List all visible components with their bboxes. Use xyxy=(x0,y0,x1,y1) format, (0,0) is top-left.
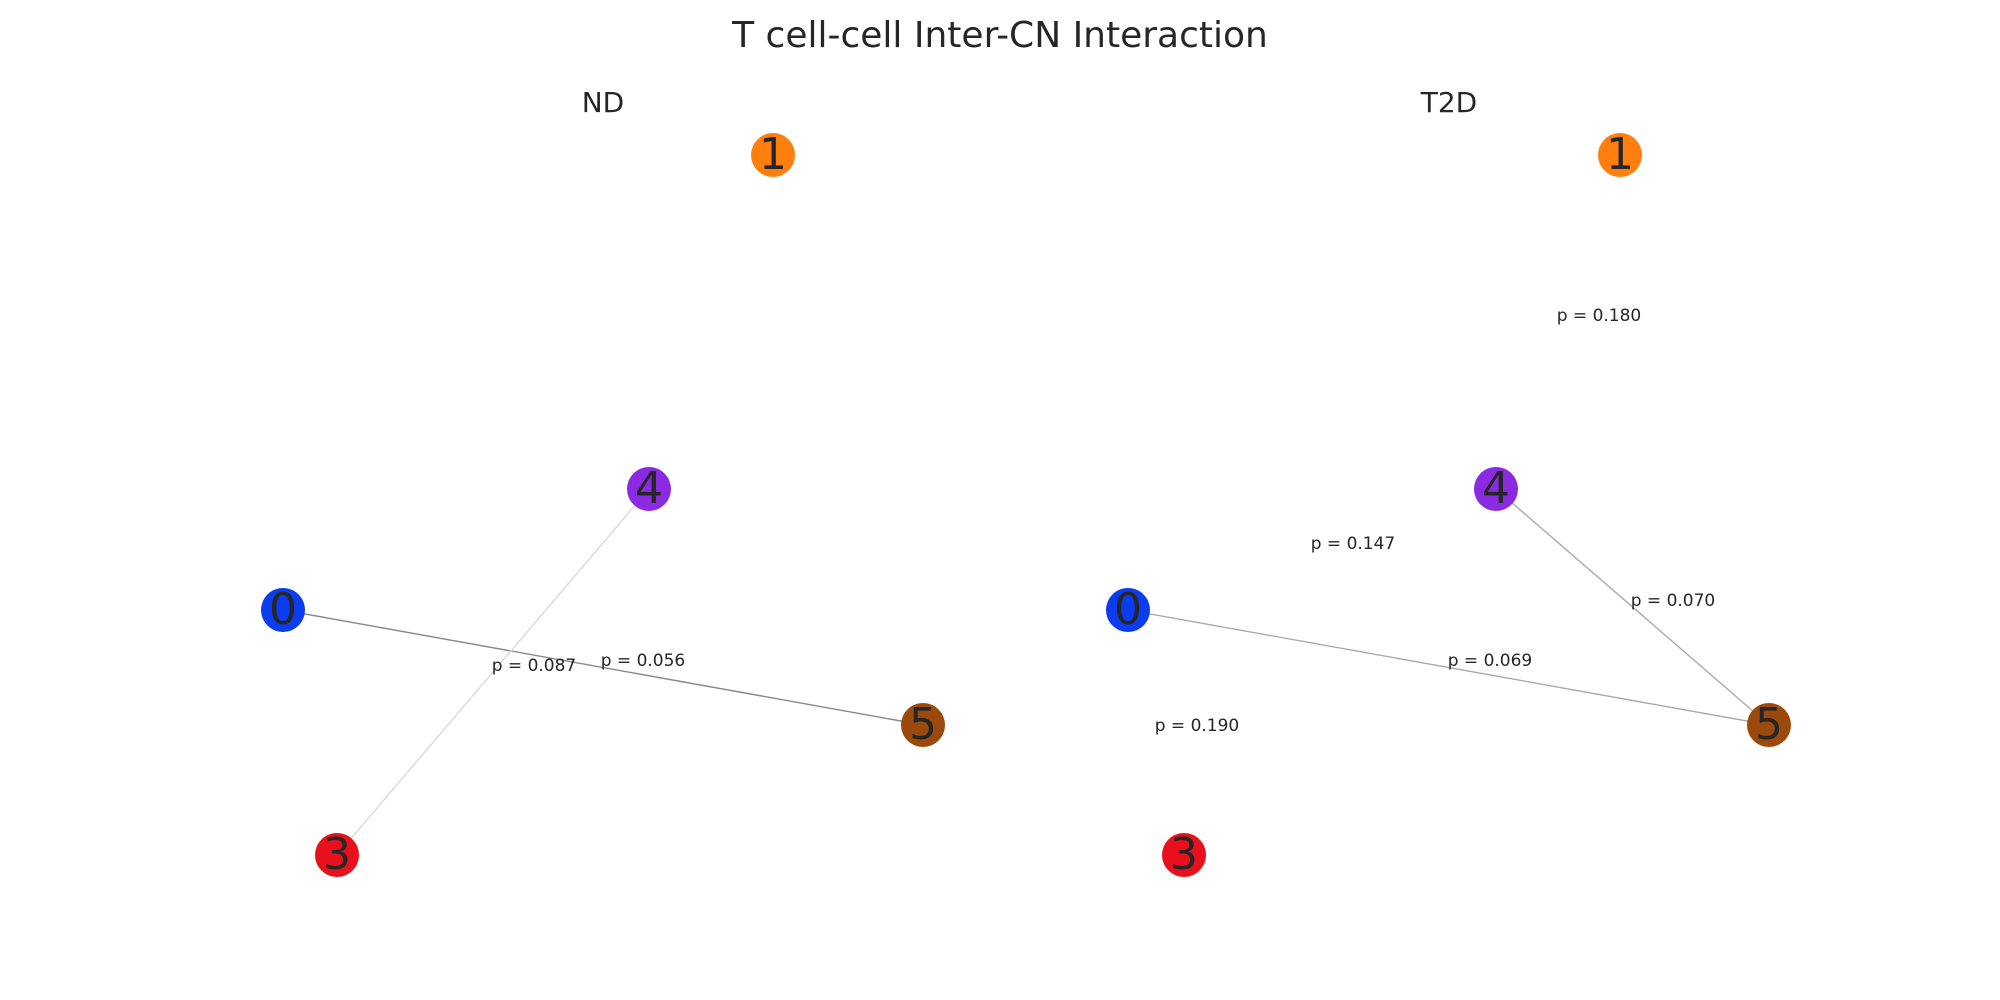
nodes-t2d: 0 1 3 4 5 xyxy=(1106,129,1791,880)
edge-label-0-4: p = 0.147 xyxy=(1311,534,1396,554)
edge-label-0-5: p = 0.056 xyxy=(601,651,686,671)
node-label-3: 3 xyxy=(323,829,351,880)
edge-label-0-5: p = 0.069 xyxy=(1448,651,1533,671)
node-label-1: 1 xyxy=(759,129,787,180)
panel-nd: ND p = 0.056 p = 0.087 0 1 3 4 5 xyxy=(261,86,945,880)
node-label-4: 4 xyxy=(1482,463,1510,514)
node-5: 5 xyxy=(1747,699,1791,750)
edge-4-3 xyxy=(336,488,650,856)
edges-nd xyxy=(282,488,924,856)
node-circle-1 xyxy=(1598,133,1642,177)
figure-title: T cell-cell Inter-CN Interaction xyxy=(731,15,1268,56)
node-1: 1 xyxy=(751,129,795,180)
node-4: 4 xyxy=(1474,463,1518,514)
panel-title-t2d: T2D xyxy=(1420,86,1477,119)
edge-1-5 xyxy=(1619,154,1770,726)
node-3: 3 xyxy=(1162,829,1206,880)
panel-t2d: T2D p = 0.069 p = 0.070 p = 0.147 p = 0.180… xyxy=(1106,86,1791,880)
edge-labels-nd: p = 0.056 p = 0.087 xyxy=(492,651,686,676)
panel-title-nd: ND xyxy=(582,86,625,119)
node-circle-5 xyxy=(901,703,945,747)
node-label-0: 0 xyxy=(1114,584,1142,635)
node-circle-0 xyxy=(1106,588,1150,632)
edge-0-4 xyxy=(1127,488,1497,611)
node-circle-0 xyxy=(261,588,305,632)
edge-label-4-5: p = 0.070 xyxy=(1631,591,1716,611)
node-circle-1 xyxy=(751,133,795,177)
edge-0-5 xyxy=(282,609,924,726)
node-circle-3 xyxy=(315,833,359,877)
edges-t2d xyxy=(1127,154,1770,856)
node-3: 3 xyxy=(315,829,359,880)
edge-0-5 xyxy=(1127,609,1770,726)
node-label-1: 1 xyxy=(1606,129,1634,180)
node-label-5: 5 xyxy=(1755,699,1783,750)
node-circle-4 xyxy=(627,467,671,511)
node-1: 1 xyxy=(1598,129,1642,180)
node-circle-5 xyxy=(1747,703,1791,747)
node-4: 4 xyxy=(627,463,671,514)
node-label-0: 0 xyxy=(269,584,297,635)
node-label-3: 3 xyxy=(1170,829,1198,880)
nodes-nd: 0 1 3 4 5 xyxy=(261,129,945,880)
node-circle-4 xyxy=(1474,467,1518,511)
node-5: 5 xyxy=(901,699,945,750)
edge-0-3 xyxy=(1127,609,1185,856)
edge-label-4-3: p = 0.087 xyxy=(492,656,577,676)
edge-4-5 xyxy=(1495,488,1770,726)
node-0: 0 xyxy=(1106,584,1150,635)
node-0: 0 xyxy=(261,584,305,635)
node-label-4: 4 xyxy=(635,463,663,514)
node-circle-3 xyxy=(1162,833,1206,877)
edge-label-1-5: p = 0.180 xyxy=(1557,306,1642,326)
edge-label-0-3: p = 0.190 xyxy=(1155,716,1240,736)
node-label-5: 5 xyxy=(909,699,937,750)
edge-labels-t2d: p = 0.069 p = 0.070 p = 0.147 p = 0.180 p = … xyxy=(1155,306,1716,736)
